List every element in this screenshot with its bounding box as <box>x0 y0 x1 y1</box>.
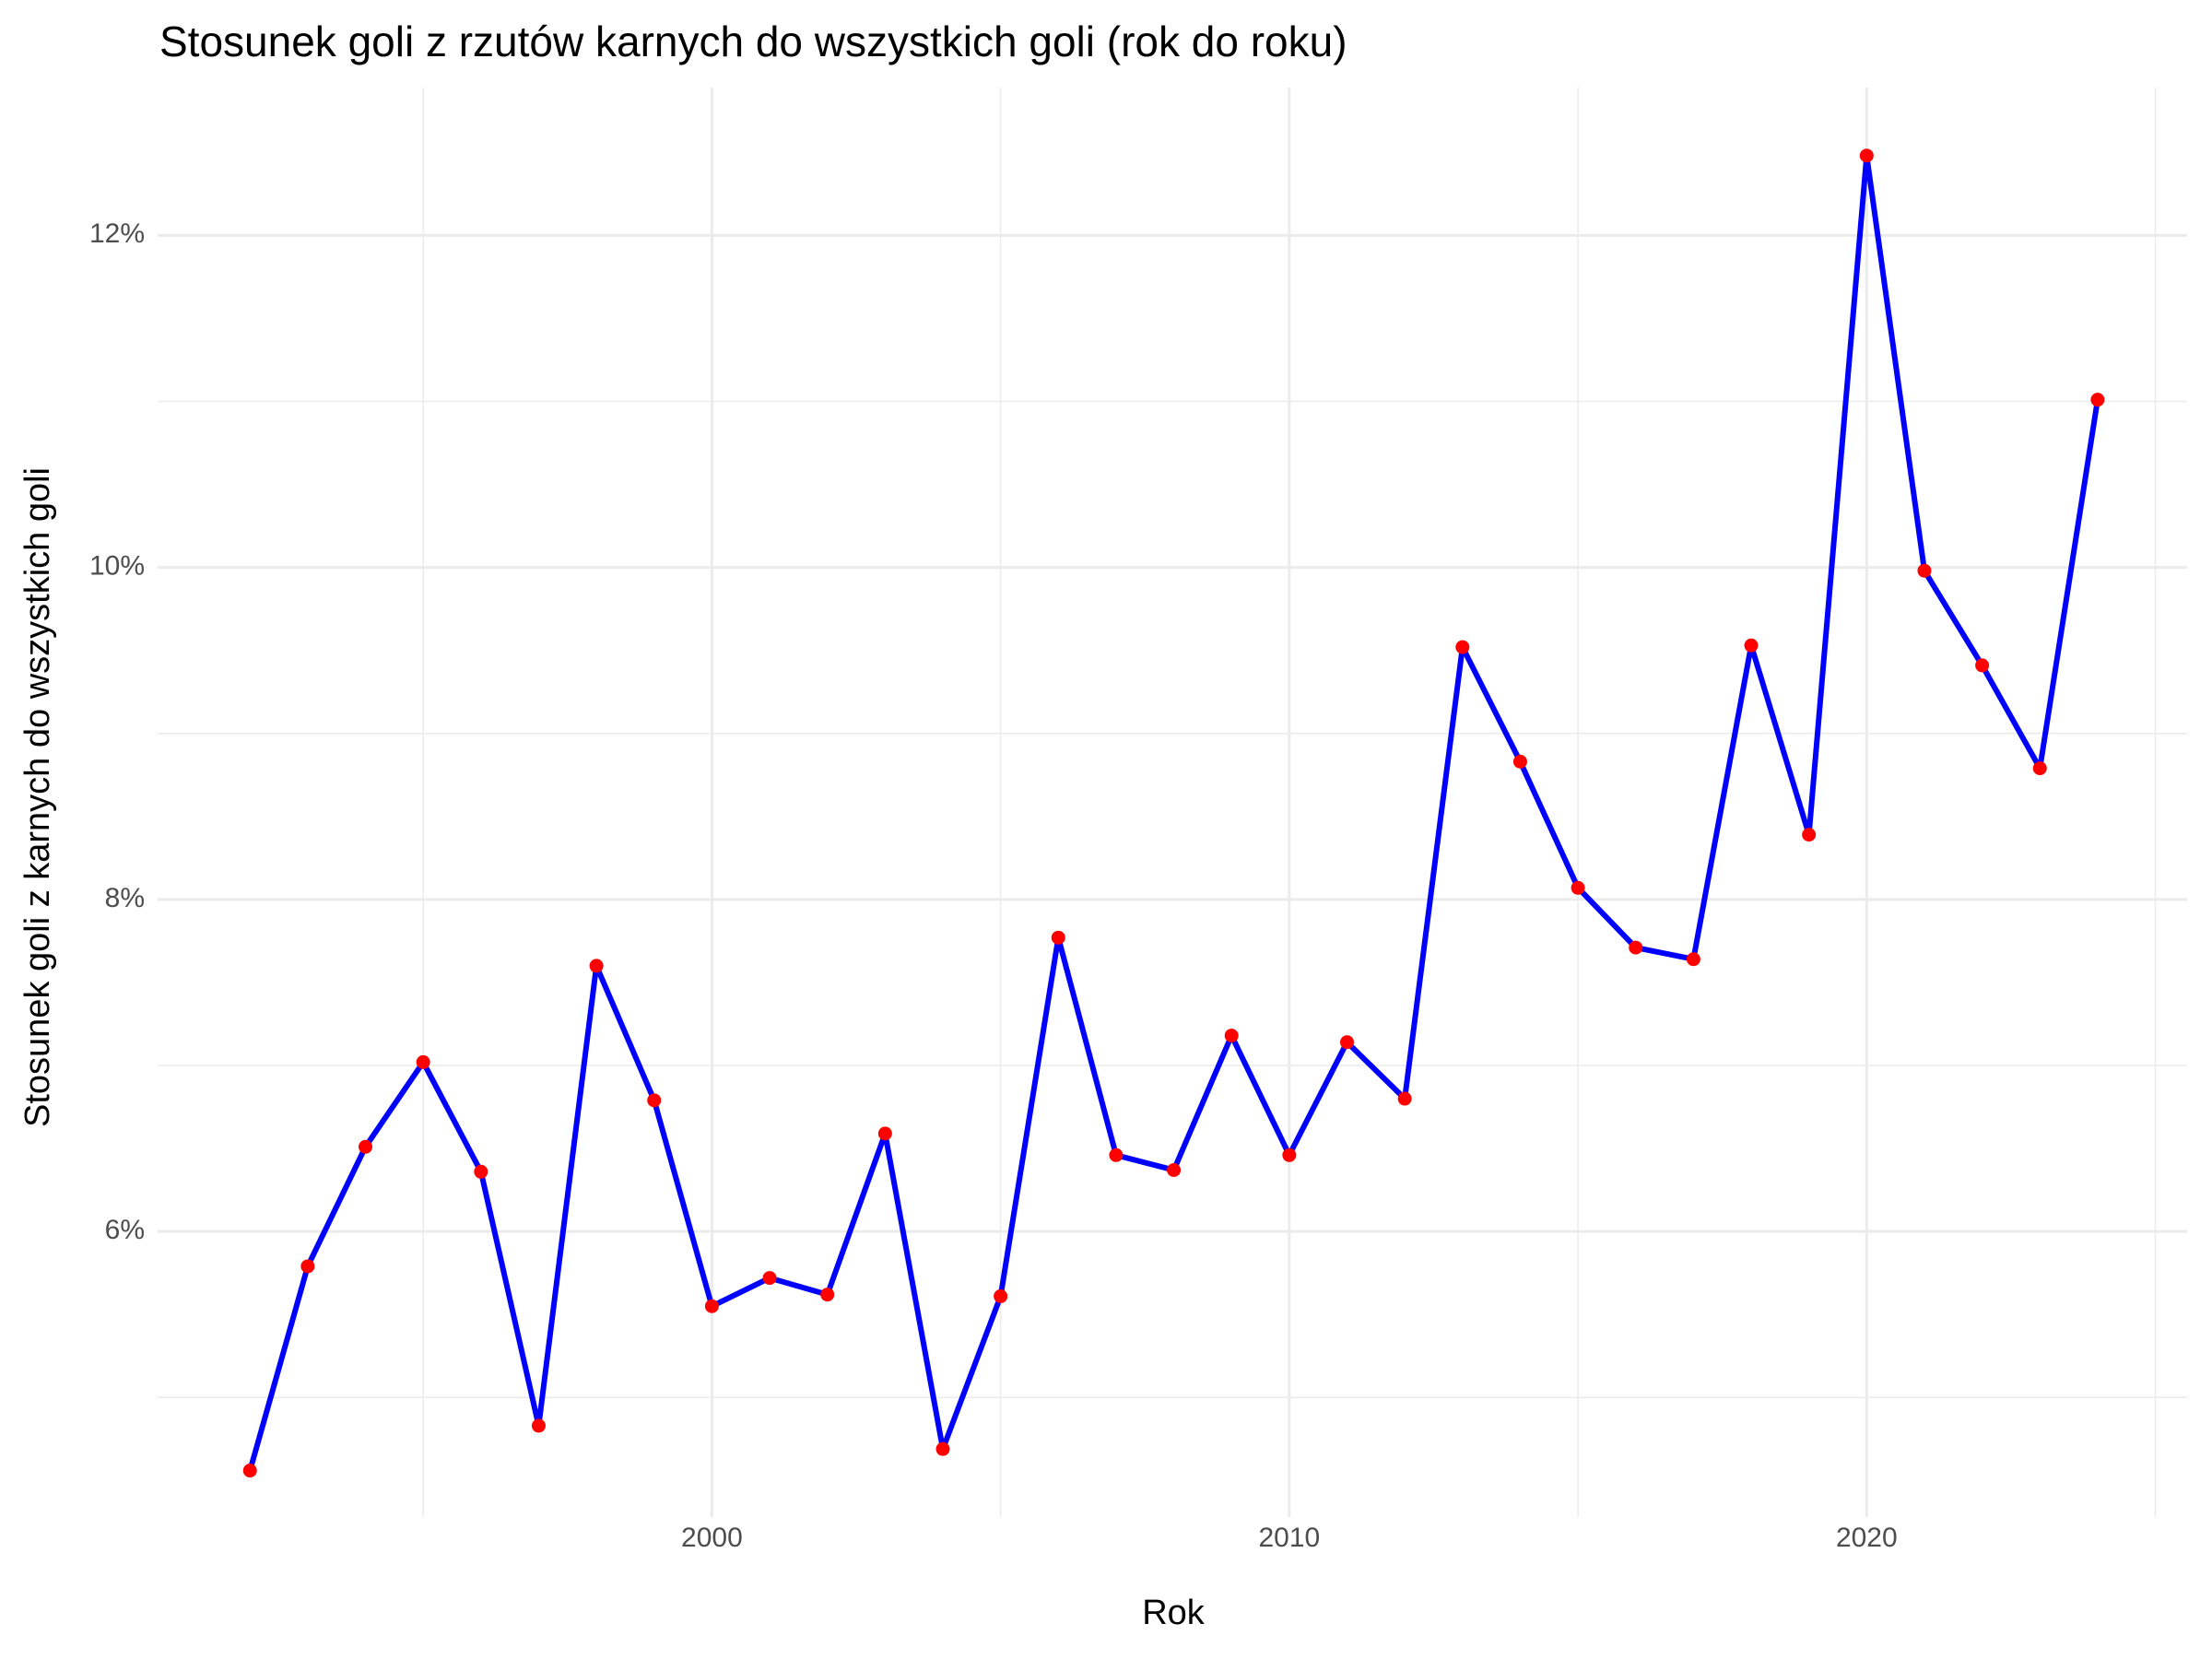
point <box>1917 563 1932 578</box>
point <box>935 1441 950 1456</box>
point <box>531 1418 546 1433</box>
x-tick-label: 2000 <box>681 1523 743 1553</box>
point <box>1109 1147 1124 1162</box>
point <box>1224 1029 1239 1043</box>
point <box>1629 940 1643 955</box>
x-tick-label: 2020 <box>1836 1523 1898 1553</box>
point <box>1744 638 1759 653</box>
point <box>1282 1147 1297 1162</box>
x-axis-label: Rok <box>1142 1594 1206 1632</box>
point <box>762 1271 777 1286</box>
point <box>300 1259 315 1274</box>
point <box>2032 761 2047 776</box>
y-tick-label: 6% <box>105 1215 145 1245</box>
point <box>359 1139 373 1154</box>
point <box>416 1054 430 1069</box>
point <box>1455 640 1470 654</box>
point <box>704 1299 719 1313</box>
point <box>1975 658 1990 673</box>
point <box>1340 1035 1355 1050</box>
chart-title: Stosunek goli z rzutów karnych do wszyst… <box>159 18 1347 65</box>
y-axis-label: Stosunek goli z karnych do wszystkich go… <box>18 467 57 1127</box>
point <box>2090 393 2105 407</box>
y-tick-label: 12% <box>89 218 145 249</box>
point <box>820 1288 835 1302</box>
point <box>1512 754 1527 769</box>
y-tick-label: 8% <box>105 883 145 913</box>
point <box>1167 1163 1182 1178</box>
x-tick-label: 2010 <box>1258 1523 1320 1553</box>
point <box>589 959 604 973</box>
point <box>242 1464 257 1478</box>
line <box>247 152 2100 1472</box>
point <box>1859 148 1874 163</box>
point <box>1686 952 1700 967</box>
y-tick-label: 10% <box>89 551 145 582</box>
point <box>994 1288 1008 1303</box>
point <box>1051 930 1065 945</box>
point <box>1802 828 1817 842</box>
point <box>647 1093 662 1108</box>
point <box>474 1164 488 1179</box>
point <box>1571 880 1585 895</box>
point <box>1397 1091 1412 1106</box>
point <box>877 1126 892 1141</box>
